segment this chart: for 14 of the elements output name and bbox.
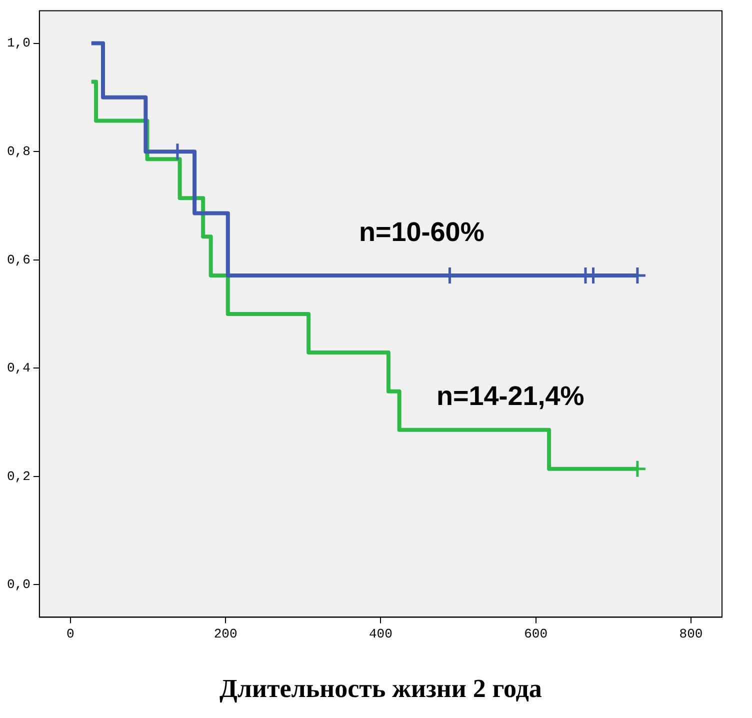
x-tick-label: 600 <box>524 626 548 642</box>
y-tick-label: 1,0 <box>7 36 30 51</box>
y-tick-label: 0,0 <box>7 577 30 592</box>
y-tick-label: 0,4 <box>7 360 31 376</box>
x-tick-label: 200 <box>214 626 238 642</box>
annotation: n=10-60% <box>358 217 484 248</box>
x-tick-label: 800 <box>679 626 703 642</box>
y-tick-label: 0,2 <box>7 468 30 484</box>
annotation: n=14-21,4% <box>436 380 584 411</box>
y-tick-label: 0,6 <box>7 252 30 268</box>
y-tick-label: 0,8 <box>7 144 30 160</box>
x-tick-label: 0 <box>66 626 74 642</box>
x-axis-title: Длительность жизни 2 года <box>219 674 542 704</box>
x-tick-label: 400 <box>369 626 392 642</box>
